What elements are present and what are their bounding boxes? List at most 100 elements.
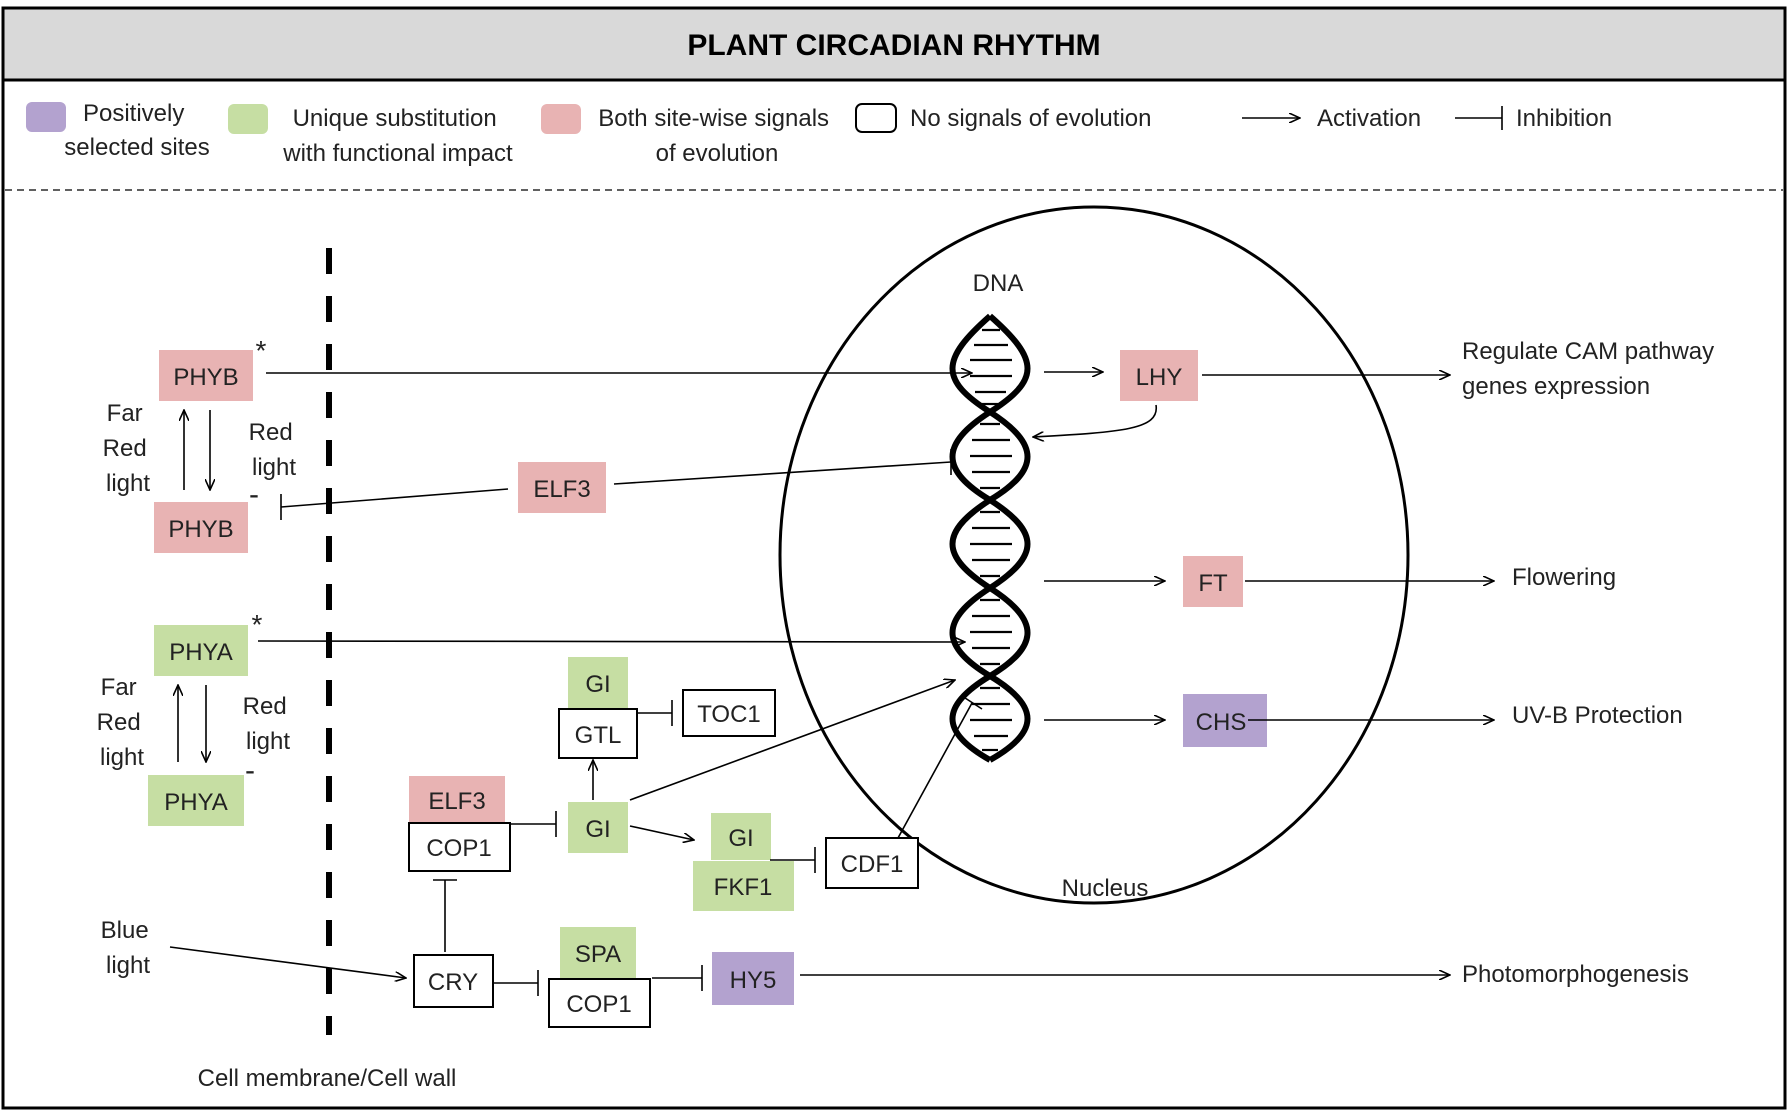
edge-cdf1-dna-inhibit — [897, 702, 973, 839]
cdf1-box — [825, 837, 919, 889]
legend-swatch-white — [855, 103, 897, 133]
toc1-box — [682, 689, 776, 737]
lhy-label: LHY — [1136, 364, 1183, 391]
cry-label: CRY — [428, 969, 478, 996]
phyb-red-label-1: Red — [249, 419, 293, 446]
output-cam-line1: Regulate CAM pathway — [1462, 338, 1714, 365]
cop1-bottom-label: COP1 — [566, 991, 631, 1018]
legend: Positively selected sites Unique substit… — [26, 100, 1612, 167]
phyb-far-label-2: Red — [103, 435, 147, 462]
svg-text:Unique substitution with: Unique substitution with functional impa… — [282, 105, 513, 167]
gi-right-label: GI — [728, 825, 753, 852]
gtl-box — [558, 708, 638, 759]
dna-label: DNA — [973, 270, 1024, 297]
phya-bottom-minus: - — [245, 754, 255, 787]
svg-text:Positively selected site: Positively selected sites — [64, 100, 209, 161]
nucleus-ellipse — [778, 205, 1410, 905]
cop1-mid-box — [408, 822, 511, 872]
output-cam-line2: genes expression — [1462, 373, 1650, 400]
edge-elf3-dna-inhibit — [613, 461, 952, 485]
cop1-bottom-box — [548, 978, 651, 1028]
legend-positively-line1: Positively — [83, 100, 184, 127]
edge-gi-gifkf1 — [629, 825, 694, 840]
diagram-title: PLANT CIRCADIAN RHYTHM — [687, 29, 1100, 62]
toc1-label: TOC1 — [697, 701, 761, 728]
phyb-bottom-box — [154, 502, 248, 553]
legend-swatch-pink — [541, 104, 581, 134]
svg-text:Far Red light: Far Red light — [103, 400, 154, 497]
svg-text:Far Red light: Far Red light — [97, 674, 148, 771]
lhy-box — [1120, 350, 1198, 401]
cop1-mid-label: COP1 — [426, 835, 491, 862]
elf3-mid-box — [409, 776, 505, 822]
phyb-far-label-3: light — [106, 470, 150, 497]
phya-top-box — [154, 625, 248, 676]
svg-text:Red light: Red light — [249, 419, 300, 481]
chs-label: CHS — [1196, 709, 1247, 736]
elf3-mid-label: ELF3 — [428, 788, 485, 815]
phyb-red-label-2: light — [252, 454, 296, 481]
phya-top-asterisk: * — [252, 609, 263, 640]
gi-mid-box — [568, 802, 628, 853]
outer-frame — [1, 6, 1787, 1110]
fkf1-label: FKF1 — [714, 874, 773, 901]
legend-inhibition: Inhibition — [1516, 105, 1612, 132]
output-photomorphogenesis: Photomorphogenesis — [1462, 961, 1689, 988]
gi-right-box — [711, 813, 771, 860]
edge-bluelight-cry — [169, 946, 406, 978]
edge-lhy-dna-feedback — [1033, 404, 1157, 437]
title-bar — [1, 6, 1787, 82]
gi-top-label: GI — [585, 671, 610, 698]
hy5-box — [712, 952, 794, 1005]
phyb-top-box — [159, 350, 253, 401]
edges — [169, 372, 1494, 996]
dna-helix-icon — [949, 313, 1031, 763]
edge-elf3-phyb-inhibit — [280, 488, 509, 508]
svg-text:Regulate CAM pathway genes: Regulate CAM pathway genes expression — [1462, 338, 1721, 400]
phya-red-label-2: light — [246, 728, 290, 755]
phya-far-label-2: Red — [97, 709, 141, 736]
phyb-far-label-1: Far — [107, 400, 143, 427]
edge-cdf1-dna-cap — [961, 695, 983, 710]
gtl-label: GTL — [575, 722, 622, 749]
edge-phya-dna — [257, 641, 965, 642]
phya-red-label-1: Red — [243, 693, 287, 720]
elf3-top-box — [518, 462, 606, 513]
gi-mid-label: GI — [585, 816, 610, 843]
legend-swatch-green — [228, 104, 268, 134]
phyb-bottom-minus: - — [249, 478, 259, 511]
phya-far-label-3: light — [100, 744, 144, 771]
edge-gi-dna — [629, 680, 955, 801]
legend-both-line2: of evolution — [656, 140, 779, 167]
phyb-top-label: PHYB — [173, 364, 238, 391]
svg-text:Blue light: Blue light — [101, 917, 156, 979]
ft-label: FT — [1198, 570, 1228, 597]
legend-positively-line2: selected sites — [64, 134, 209, 161]
elf3-top-label: ELF3 — [533, 476, 590, 503]
gi-top-box — [568, 657, 628, 708]
blue-light-label-1: Blue — [101, 917, 149, 944]
legend-both-line1: Both site-wise signals — [598, 105, 829, 132]
cdf1-label: CDF1 — [841, 851, 904, 878]
output-uvb: UV-B Protection — [1512, 702, 1683, 729]
phyb-top-asterisk: * — [256, 335, 267, 366]
svg-text:Both site-wise signals o: Both site-wise signals of evolution — [598, 105, 835, 167]
ft-box — [1183, 556, 1243, 607]
output-flowering: Flowering — [1512, 564, 1616, 591]
legend-activation: Activation — [1317, 105, 1421, 132]
legend-swatch-purple — [26, 102, 66, 132]
phya-bottom-box — [148, 775, 244, 826]
phyb-bottom-label: PHYB — [168, 516, 233, 543]
phya-top-label: PHYA — [169, 639, 233, 666]
svg-text:Red light: Red light — [243, 693, 294, 755]
spa-box — [560, 927, 636, 978]
cry-box — [413, 954, 494, 1008]
legend-unique-line2: with functional impact — [282, 140, 513, 167]
cell-membrane-label: Cell membrane/Cell wall — [198, 1065, 457, 1092]
phya-far-label-1: Far — [101, 674, 137, 701]
hy5-label: HY5 — [730, 967, 777, 994]
nucleus-label: Nucleus — [1062, 875, 1149, 902]
legend-unique-line1: Unique substitution — [293, 105, 497, 132]
